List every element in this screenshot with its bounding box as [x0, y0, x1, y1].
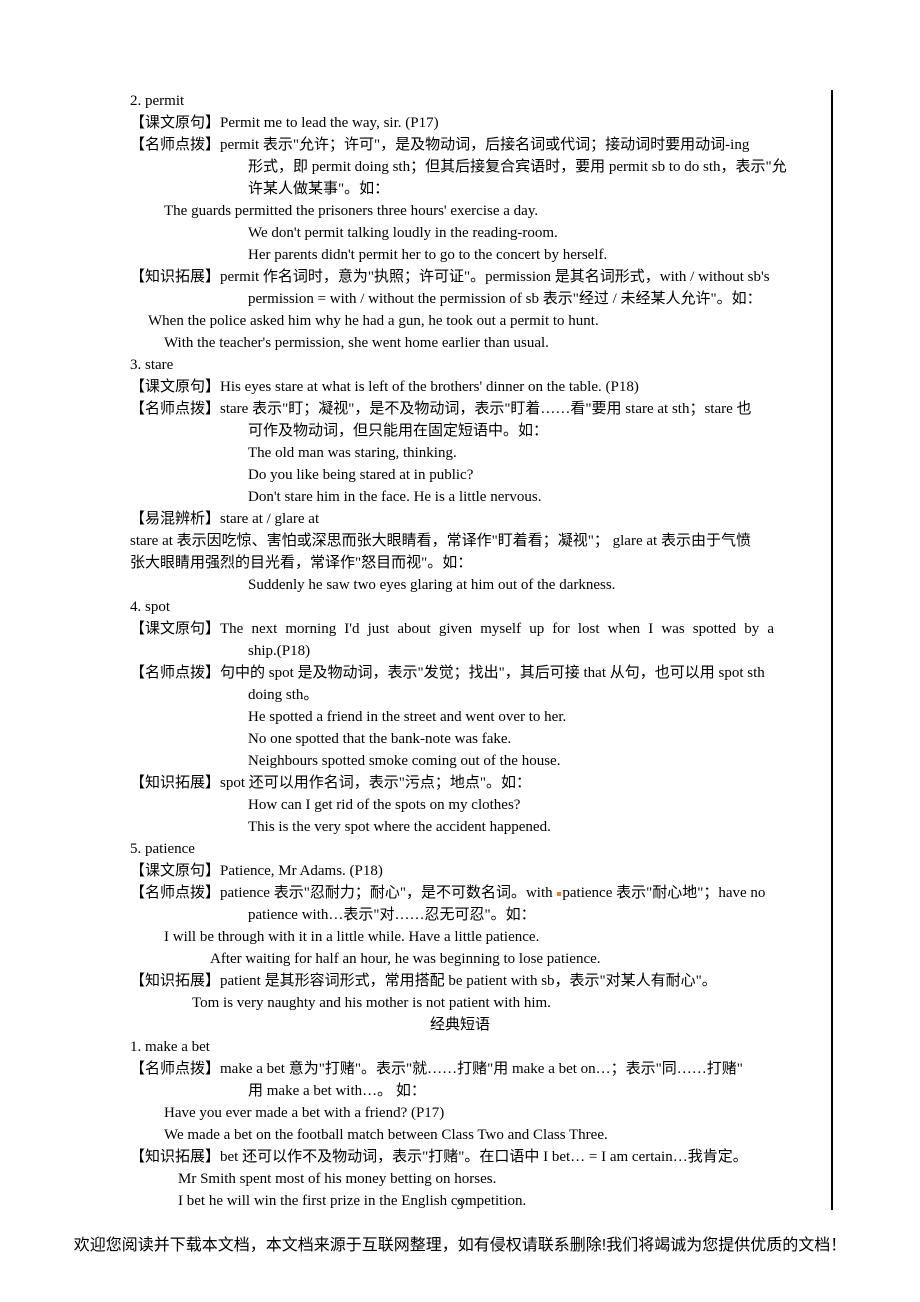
example-sentence: We don't permit talking loudly in the re… — [130, 222, 790, 244]
example-sentence: No one spotted that the bank-note was fa… — [130, 728, 790, 750]
example-sentence: I will be through with it in a little wh… — [130, 926, 790, 948]
example-sentence: How can I get rid of the spots on my clo… — [130, 794, 790, 816]
entry-number: 3. stare — [130, 354, 790, 376]
text-part: patience 表示"耐心地"；have no — [562, 885, 765, 901]
example-sentence: Mr Smith spent most of his money betting… — [130, 1168, 790, 1190]
example-sentence: The old man was staring, thinking. — [130, 442, 790, 464]
example-sentence: The guards permitted the prisoners three… — [130, 200, 790, 222]
body-text: ship.(P18) — [130, 640, 790, 662]
body-text: permission = with / without the permissi… — [130, 288, 790, 310]
example-sentence: This is the very spot where the accident… — [130, 816, 790, 838]
body-text: patience with…表示"对……忍无可忍"。如： — [130, 904, 790, 926]
page-content: 2. permit 【课文原句】Permit me to lead the wa… — [0, 0, 920, 1212]
example-sentence: Tom is very naughty and his mother is no… — [130, 992, 790, 1014]
body-text: 许某人做某事"。如： — [130, 178, 790, 200]
knowledge-ext: 【知识拓展】patient 是其形容词形式，常用搭配 be patient wi… — [130, 970, 790, 992]
section-heading: 经典短语 — [130, 1014, 790, 1036]
example-sentence: Do you like being stared at in public? — [130, 464, 790, 486]
body-text: 张大眼睛用强烈的目光看，常译作"怒目而视"。如： — [130, 552, 790, 574]
teacher-note: 【名师点拨】句中的 spot 是及物动词，表示"发觉；找出"，其后可接 that… — [130, 662, 790, 684]
entry-number: 2. permit — [130, 90, 790, 112]
knowledge-ext: 【知识拓展】spot 还可以用作名词，表示"污点；地点"。如： — [130, 772, 790, 794]
text-sentence: 【课文原句】Patience, Mr Adams. (P18) — [130, 860, 790, 882]
knowledge-ext: 【知识拓展】permit 作名词时，意为"执照；许可证"。permission … — [130, 266, 790, 288]
example-sentence: Her parents didn't permit her to go to t… — [130, 244, 790, 266]
entry-number: 1. make a bet — [130, 1036, 790, 1058]
body-text: 形式，即 permit doing sth；但其后接复合宾语时，要用 permi… — [130, 156, 790, 178]
example-sentence: Have you ever made a bet with a friend? … — [130, 1102, 790, 1124]
teacher-note: 【名师点拨】patience 表示"忍耐力；耐心"，是不可数名词。with pa… — [130, 882, 790, 904]
teacher-note: 【名师点拨】permit 表示"允许；许可"，是及物动词，后接名词或代词；接动词… — [130, 134, 790, 156]
teacher-note: 【名师点拨】stare 表示"盯；凝视"，是不及物动词，表示"盯着……看"要用 … — [130, 398, 790, 420]
example-sentence: We made a bet on the football match betw… — [130, 1124, 790, 1146]
example-sentence: When the police asked him why he had a g… — [130, 310, 790, 332]
body-text: 可作及物动词，但只能用在固定短语中。如： — [130, 420, 790, 442]
text-sentence: 【课文原句】Permit me to lead the way, sir. (P… — [130, 112, 790, 134]
text-part: 【名师点拨】patience 表示"忍耐力；耐心"，是不可数名词。with — [130, 885, 556, 901]
example-sentence: Suddenly he saw two eyes glaring at him … — [130, 574, 790, 596]
example-sentence: Neighbours spotted smoke coming out of t… — [130, 750, 790, 772]
body-text: 用 make a bet with…。 如： — [130, 1080, 790, 1102]
example-sentence: Don't stare him in the face. He is a lit… — [130, 486, 790, 508]
footer-text: 欢迎您阅读并下载本文档，本文档来源于互联网整理，如有侵权请联系删除!我们将竭诚为… — [0, 1231, 920, 1255]
confusion-analysis: 【易混辨析】stare at / glare at — [130, 508, 790, 530]
entry-number: 4. spot — [130, 596, 790, 618]
justified-text: The next morning I'd just about given my… — [220, 618, 774, 640]
page-number: 3 — [0, 1197, 920, 1213]
example-sentence: With the teacher's permission, she went … — [130, 332, 790, 354]
example-sentence: He spotted a friend in the street and we… — [130, 706, 790, 728]
knowledge-ext: 【知识拓展】bet 还可以作不及物动词，表示"打赌"。在口语中 I bet… =… — [130, 1146, 790, 1168]
example-sentence: After waiting for half an hour, he was b… — [130, 948, 790, 970]
teacher-note: 【名师点拨】make a bet 意为"打赌"。表示"就……打赌"用 make … — [130, 1058, 790, 1080]
text-sentence: 【课文原句】His eyes stare at what is left of … — [130, 376, 790, 398]
text-sentence: 【课文原句】The next morning I'd just about gi… — [130, 618, 790, 640]
marker-dot-icon — [557, 892, 561, 896]
body-text: stare at 表示因吃惊、害怕或深思而张大眼睛看，常译作"盯着看；凝视"； … — [130, 530, 790, 552]
body-text: doing sth。 — [130, 684, 790, 706]
tag-prefix: 【课文原句】 — [130, 621, 220, 637]
entry-number: 5. patience — [130, 838, 790, 860]
